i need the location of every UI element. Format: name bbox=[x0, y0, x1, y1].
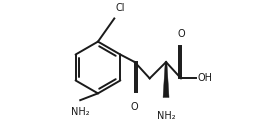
Text: O: O bbox=[177, 29, 185, 39]
Text: O: O bbox=[131, 101, 139, 111]
Text: NH₂: NH₂ bbox=[157, 111, 175, 121]
Text: OH: OH bbox=[197, 73, 212, 83]
Polygon shape bbox=[163, 62, 169, 97]
Text: NH₂: NH₂ bbox=[71, 107, 89, 117]
Text: Cl: Cl bbox=[116, 3, 125, 13]
